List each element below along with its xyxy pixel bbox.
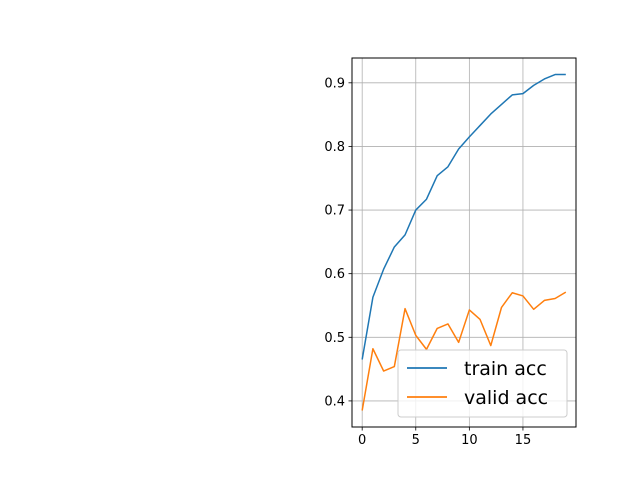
x-tick-label: 10 <box>461 433 478 448</box>
y-tick-label: 0.7 <box>324 204 345 219</box>
axes-frame <box>351 57 577 428</box>
train-acc-line <box>361 73 566 360</box>
x-tick-label: 15 <box>515 433 532 448</box>
y-tick-label: 0.5 <box>324 331 345 346</box>
series-layer <box>361 73 567 411</box>
y-tick-label: 0.6 <box>324 267 345 282</box>
valid-acc-line <box>361 291 567 411</box>
x-tick-label: 0 <box>358 433 366 448</box>
train-acc-legend-label: train acc <box>464 358 547 380</box>
x-tick-label: 5 <box>412 433 420 448</box>
legend-box <box>397 349 568 418</box>
y-tick-label: 0.4 <box>324 394 345 409</box>
y-tick-label: 0.9 <box>324 76 345 91</box>
legend: train acc valid acc <box>397 349 568 418</box>
y-tick-label: 0.8 <box>324 140 345 155</box>
valid-acc-legend-label: valid acc <box>464 387 548 409</box>
ticks: 0 5 10 15 0.4 0.5 0.6 0.7 0.8 0.9 <box>324 76 531 448</box>
